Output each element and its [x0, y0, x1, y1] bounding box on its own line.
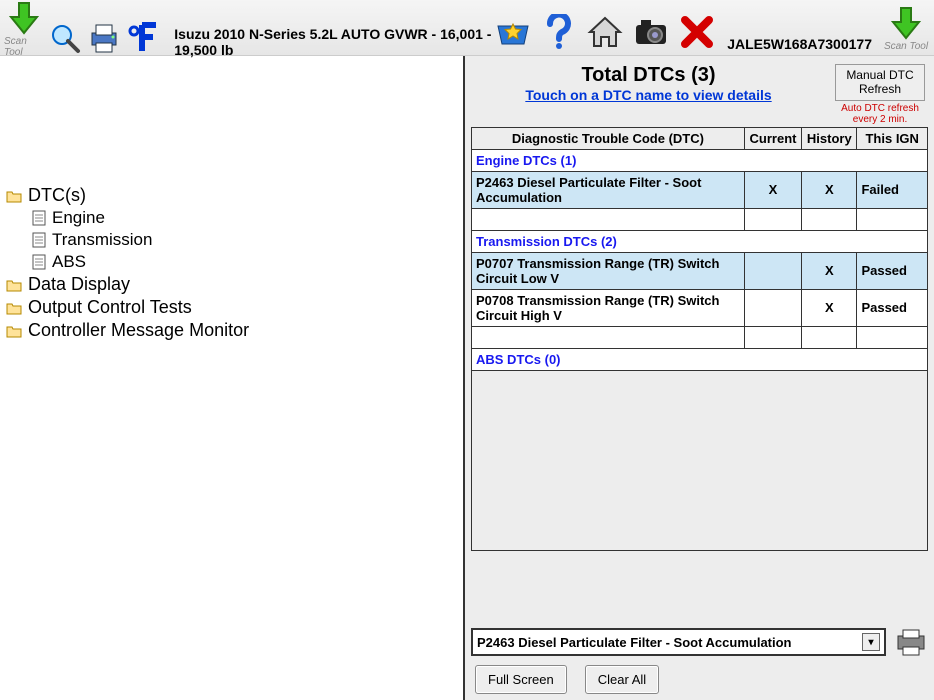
col-code: Diagnostic Trouble Code (DTC)	[472, 127, 745, 149]
filler-row	[472, 370, 928, 550]
printer-small-icon[interactable]	[894, 627, 928, 657]
scan-tool-label-left: Scan Tool	[4, 36, 44, 58]
close-button[interactable]	[677, 12, 717, 52]
favorites-button[interactable]	[493, 12, 533, 52]
dtc-table: Diagnostic Trouble Code (DTC) Current Hi…	[471, 127, 928, 551]
tree-item-controller-monitor[interactable]: Controller Message Monitor	[6, 319, 457, 342]
dtc-select[interactable]: P2463 Diesel Particulate Filter - Soot A…	[471, 628, 886, 656]
toolbar: Scan Tool Isuzu 2010 N-Series 5.2L AUTO …	[0, 0, 934, 56]
tree-item-data-display[interactable]: Data Display	[6, 273, 457, 296]
dtc-panel: Total DTCs (3) Touch on a DTC name to vi…	[465, 56, 934, 700]
chevron-down-icon: ▾	[862, 633, 880, 651]
help-button[interactable]	[539, 12, 579, 52]
dtc-row[interactable]: P0707 Transmission Range (TR) Switch Cir…	[472, 252, 928, 289]
temperature-button[interactable]	[126, 18, 162, 58]
x-icon	[680, 15, 714, 49]
dtc-row[interactable]: P0708 Transmission Range (TR) Switch Cir…	[472, 289, 928, 326]
tree-item-transmission[interactable]: Transmission	[32, 229, 457, 251]
tree-item-engine[interactable]: Engine	[32, 207, 457, 229]
dtc-subtitle-link[interactable]: Touch on a DTC name to view details	[525, 87, 771, 103]
manual-refresh-button[interactable]: Manual DTC Refresh	[835, 64, 925, 101]
dtc-group-row[interactable]: Engine DTCs (1)	[472, 149, 928, 171]
camera-icon	[633, 17, 669, 47]
dtc-group-row[interactable]: ABS DTCs (0)	[472, 348, 928, 370]
col-current: Current	[744, 127, 801, 149]
print-button[interactable]	[86, 18, 122, 58]
tree-item-output-control[interactable]: Output Control Tests	[6, 296, 457, 319]
dtc-group-row[interactable]: Transmission DTCs (2)	[472, 230, 928, 252]
search-button[interactable]	[48, 18, 82, 58]
vin-text: JALE5W168A7300177	[727, 36, 872, 52]
dtc-title: Total DTCs (3)	[471, 64, 826, 87]
scan-tool-label-right: Scan Tool	[884, 41, 928, 52]
question-icon	[544, 14, 574, 50]
col-history: History	[802, 127, 857, 149]
col-ign: This IGN	[857, 127, 928, 149]
home-button[interactable]	[585, 12, 625, 52]
printer-icon	[86, 21, 122, 55]
download-arrow-icon	[888, 5, 924, 41]
vehicle-info: Isuzu 2010 N-Series 5.2L AUTO GVWR - 16,…	[174, 26, 493, 58]
empty-row	[472, 326, 928, 348]
navigation-tree: DTC(s)EngineTransmissionABSData DisplayO…	[0, 56, 465, 700]
empty-row	[472, 208, 928, 230]
scan-tool-button-left[interactable]: Scan Tool	[4, 0, 44, 58]
home-icon	[587, 15, 623, 49]
tree-item-dtcs[interactable]: DTC(s)	[6, 184, 457, 207]
auto-refresh-text: Auto DTC refresh every 2 min.	[832, 103, 928, 125]
fahrenheit-icon	[126, 21, 162, 55]
camera-button[interactable]	[631, 12, 671, 52]
folder-star-icon	[495, 16, 531, 48]
clear-all-button[interactable]: Clear All	[585, 665, 659, 694]
full-screen-button[interactable]: Full Screen	[475, 665, 567, 694]
tree-item-abs[interactable]: ABS	[32, 251, 457, 273]
download-arrow-icon	[6, 0, 42, 36]
scan-tool-button-right[interactable]: Scan Tool	[882, 3, 930, 52]
dtc-select-value: P2463 Diesel Particulate Filter - Soot A…	[477, 635, 792, 650]
magnifier-icon	[48, 21, 82, 55]
dtc-row[interactable]: P2463 Diesel Particulate Filter - Soot A…	[472, 171, 928, 208]
